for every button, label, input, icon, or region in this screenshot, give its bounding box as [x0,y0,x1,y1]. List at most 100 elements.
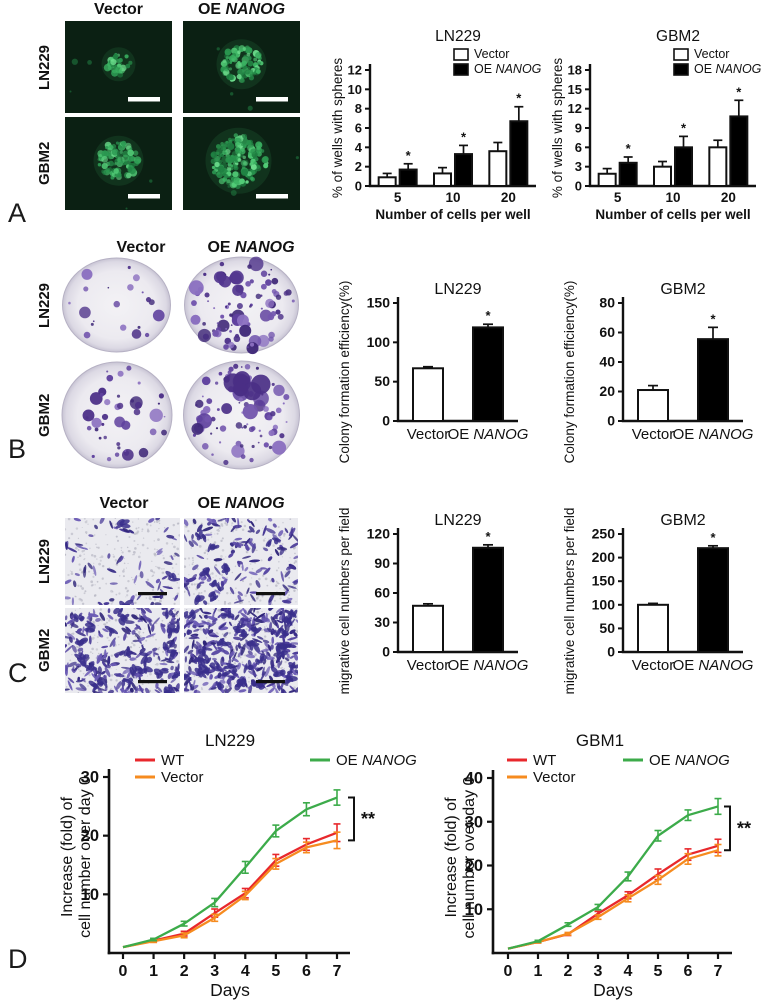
scale-bar [128,97,160,102]
y-tick-label: 60 [599,324,615,340]
significance-marker: ** [737,818,751,838]
sphere-bar-chart-ln229: LN229% of wells with spheres 0 2 4 6 8 10 12 * * *… [330,25,560,235]
bar [472,546,504,653]
y-tick-label: 18 [568,63,582,78]
bar [398,168,418,187]
significance-marker: ** [361,809,375,829]
panel-c-col-header-vector: Vector [99,495,149,512]
legend-label: Vector [533,769,576,786]
y-tick-label: 200 [592,549,616,565]
bar [454,153,473,188]
migration-bar-chart-ln229: LN229 migrative cell numbers per field 0 30… [335,506,560,706]
y-tick-label: 150 [592,573,616,589]
chart-title: LN229 [435,28,481,45]
x-axis-label: Days [210,980,250,1000]
migration-image-ln229-vector [65,518,180,605]
panel-a-row-label-gbm2: GBM2 [36,141,53,186]
legend-label: WT [161,752,184,769]
y-axis-label: cell number over day 0 [461,776,478,938]
x-tick-label: Vector [407,657,450,674]
fluorescence-micrograph [183,21,300,113]
chart-title: LN229 [434,281,481,298]
migration-image-gbm2-oe-nanog [184,608,298,693]
y-axis-label: migrative cell numbers per field [562,508,577,695]
bar [618,161,638,188]
x-tick-label: 20 [721,190,736,205]
x-tick-label: 20 [501,190,516,205]
significance-marker: * [681,120,687,135]
x-tick-label: OE NANOG [673,657,754,674]
panel-b-row-label-gbm2: GBM2 [36,393,53,438]
sphere-image-gbm2-oe-nanog [183,117,300,210]
y-tick-label: 40 [599,354,615,370]
y-axis-label: migrative cell numbers per field [337,508,352,695]
bar [488,150,508,187]
scale-bar [256,592,285,596]
significance-marker: * [516,91,522,106]
x-tick-label: 3 [594,963,603,980]
y-tick-label: 12 [348,63,362,78]
culture-dish [62,257,171,353]
legend-label: OE NANOG [474,62,542,76]
series-line [507,849,719,950]
series-vector [122,831,341,949]
y-axis-label: Colony formation efficiency(%) [337,281,352,464]
fluorescence-micrograph [183,117,300,210]
significance-marker: * [710,530,716,545]
panel-b-col-header-vector: Vector [116,239,166,256]
chart-sphere_gbm2: GBM2% of wells with spheres 0369121518***… [550,28,762,222]
panel-a-col-header-oe-nanog: OE NANOG [197,1,286,18]
sphere-image-ln229-vector [65,21,172,113]
y-tick-label: 250 [592,526,616,542]
chart-migration_gbm2: GBM2 migrative cell numbers per field 0 50 1… [562,508,754,695]
bars-group: * * * [377,91,529,188]
chart-colony_gbm2: GBM2 Colony formation efficiency(%) 0 20 40 6… [562,281,754,464]
significance-marker: * [710,311,716,326]
bar [637,603,669,654]
bar [637,389,669,423]
x-tick-label: 2 [180,963,189,980]
chart-migration_ln229: LN229 migrative cell numbers per field 0 30… [337,508,529,695]
y-tick-label: 100 [592,596,616,612]
series-line [122,796,338,949]
legend-swatch [453,63,469,76]
significance-marker: * [406,148,412,163]
significance-bracket [348,796,355,842]
bar [697,338,729,422]
bar [674,146,693,188]
panel-label-d: D [8,944,28,974]
y-tick-label: 4 [355,140,363,155]
bars-group: * [637,311,729,423]
y-tick-label: 12 [568,101,582,116]
series-line [122,839,338,949]
series-oe-nanog [122,789,341,949]
chart-growth_gbm1: GBM1 Increase (fold) of cell number over d… [443,731,751,1000]
x-tick-label: 5 [654,963,663,980]
x-tick-label: 5 [394,190,402,205]
y-tick-label: 150 [367,295,391,311]
migration-micrograph [184,608,298,693]
y-tick-label: 9 [575,121,582,136]
colony-bar-chart-ln229: LN229 Colony formation efficiency(%) 0 50 10… [335,272,560,477]
y-tick-label: 20 [465,857,483,875]
x-tick-label: 3 [210,963,219,980]
migration-image-gbm2-vector [65,608,180,693]
x-tick-label: 1 [534,963,543,980]
y-tick-label: 120 [367,526,391,542]
y-tick-label: 0 [575,179,582,194]
x-tick-label: 5 [271,963,280,980]
sphere-image-gbm2-vector [65,117,172,210]
culture-dish [61,361,173,469]
y-tick-label: 40 [465,770,483,788]
colony-bar-chart-gbm2: GBM2 Colony formation efficiency(%) 0 20 40 6… [560,272,781,477]
y-axis-label: cell number over day 0 [77,776,94,938]
migration-image-ln229-oe-nanog [184,518,298,605]
series-line [507,805,719,950]
y-axis-label: Increase (fold) of [59,796,76,917]
y-tick-label: 0 [382,644,390,660]
sphere-bar-chart-gbm2: GBM2% of wells with spheres 0 3 6 9 12 15 18 * * *… [550,25,781,235]
chart-title: LN229 [434,512,481,529]
y-tick-label: 60 [374,585,390,601]
